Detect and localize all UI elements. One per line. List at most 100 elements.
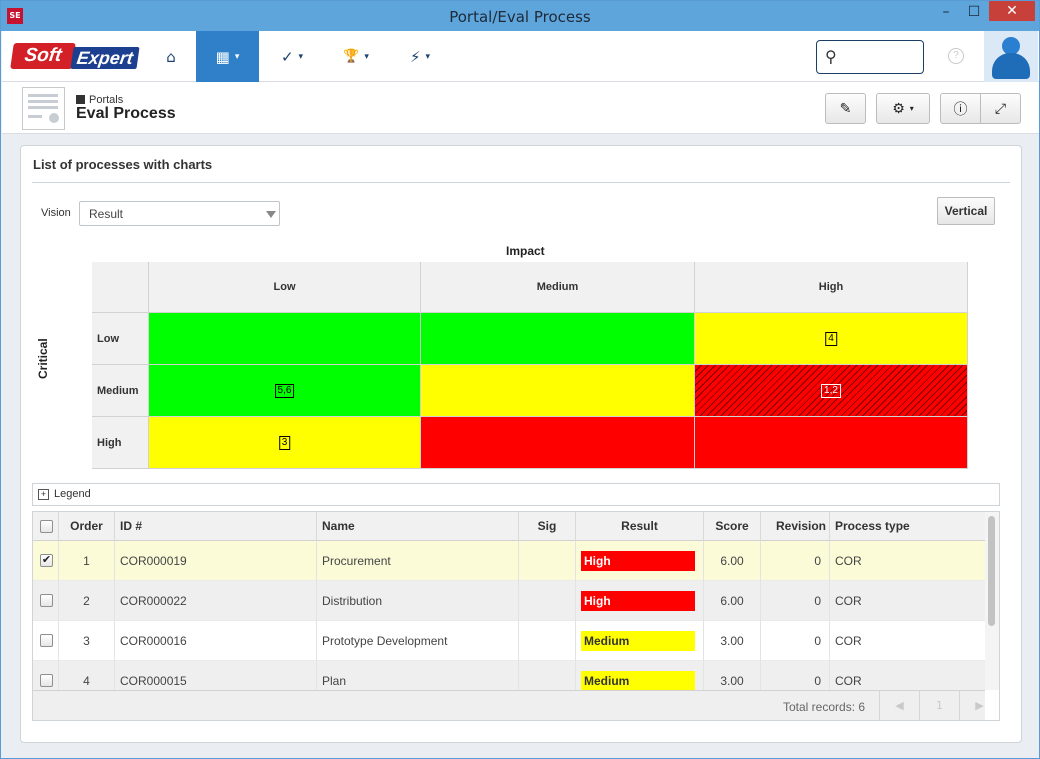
table-footer: Total records: 6 ◀ 1 ▶ [33,690,985,720]
cell-id: COR000015 [115,661,317,701]
matrix-cell[interactable] [421,417,695,469]
matrix-cell[interactable] [695,417,968,469]
col-name[interactable]: Name [317,512,519,541]
select-all-cell [33,512,59,541]
cell-id: COR000016 [115,621,317,661]
col-id[interactable]: ID # [115,512,317,541]
legend-label: Legend [54,488,91,500]
matrix-cell[interactable] [421,313,695,365]
table-row[interactable]: ✔ 1 COR000019 Procurement High 6.00 0 CO… [33,541,985,581]
matrix-row-low: Low [92,313,149,365]
matrix-cell-ids[interactable]: 1,2 [821,383,841,398]
divider [32,182,1010,183]
result-badge: Medium [581,631,695,651]
info-icon: ⓘ [953,101,968,118]
expand-icon: ⤢ [994,100,1007,117]
select-all-checkbox[interactable] [40,520,53,533]
vision-select[interactable]: Result [79,201,280,226]
table-row[interactable]: 3 COR000016 Prototype Development Medium… [33,621,985,661]
cell-revision: 0 [761,661,830,701]
matrix-cell[interactable] [421,365,695,417]
home-icon: ⌂ [166,47,176,66]
cell-id: COR000019 [115,541,317,581]
matrix-cell-ids[interactable]: 4 [825,331,837,346]
table-row[interactable]: 2 COR000022 Distribution High 6.00 0 COR [33,581,985,621]
expand-button[interactable]: ⤢ [980,93,1021,124]
matrix-cell-ids[interactable]: 5,6 [274,383,295,398]
quick-nav-button[interactable]: ⚡ ▾ [388,31,452,82]
search-icon: ⚲ [825,47,837,66]
tasks-nav-button[interactable]: ✓ ▾ [260,31,324,82]
legend-toggle[interactable]: + Legend [32,483,1000,506]
col-process-type[interactable]: Process type [835,519,910,533]
matrix-row-high: High [92,417,149,469]
cell-name: Distribution [317,581,519,621]
awards-nav-button[interactable]: 🏆 ▾ [324,31,388,82]
matrix-cell[interactable]: 4 [695,313,968,365]
dashboard-icon: ▦ [215,47,230,66]
chevron-down-icon: ▾ [298,51,304,62]
close-button[interactable]: ✕ [989,1,1035,21]
matrix-col-high: High [695,262,968,313]
portal-icon [76,95,85,104]
matrix-cell-ids[interactable]: 3 [278,435,291,450]
chevron-down-icon: ▾ [425,51,431,62]
cell-sig [519,621,576,661]
row-checkbox[interactable] [40,634,53,647]
home-nav-button[interactable]: ⌂ [147,31,195,82]
portal-nav-button[interactable]: ▦ ▾ [196,31,259,82]
process-table: Order ID # Name Sig Result Score Revisio… [32,511,1000,721]
breadcrumb-label: Portals [89,94,124,106]
cell-name: Plan [317,661,519,701]
panel-title: List of processes with charts [33,157,213,172]
help-icon[interactable]: ? [948,48,964,64]
matrix-cell[interactable] [149,313,421,365]
expand-plus-icon[interactable]: + [38,489,49,500]
col-sig[interactable]: Sig [519,512,576,541]
breadcrumb[interactable]: Portals [76,94,123,106]
cell-score: 6.00 [704,541,761,581]
vision-value: Result [89,207,124,221]
softexpert-logo[interactable]: Soft Expert [10,43,140,71]
maximize-button[interactable]: ☐ [967,4,981,20]
chevron-down-icon: ▾ [234,51,240,62]
matrix-cell[interactable]: 1,2 [695,365,968,417]
minimize-button[interactable]: – [942,4,950,20]
page-number[interactable]: 1 [919,691,959,720]
col-result[interactable]: Result [576,512,704,541]
matrix-cell[interactable]: 3 [149,417,421,469]
col-order[interactable]: Order [59,512,115,541]
search-input[interactable]: ⚲ [816,40,924,74]
cell-process-type: COR [835,554,862,568]
cell-revision: 0 [761,621,830,661]
checkmark-icon: ✓ [280,47,294,66]
next-page-button[interactable]: ▶ [959,691,999,720]
settings-button[interactable]: ⚙ ▾ [876,93,930,124]
avatar[interactable] [984,31,1038,82]
app-logo-icon: SE [7,8,23,24]
matrix-cell[interactable]: 5,6 [149,365,421,417]
cell-revision: 0 [761,581,830,621]
vision-label: Vision [41,207,71,219]
dropdown-arrow-icon [266,211,276,218]
col-revision[interactable]: Revision [761,512,830,541]
row-checkbox[interactable] [40,674,53,687]
prev-page-button[interactable]: ◀ [879,691,919,720]
info-button[interactable]: ⓘ [940,93,981,124]
matrix-col-medium: Medium [421,262,695,313]
cell-id: COR000022 [115,581,317,621]
cell-sig [519,541,576,581]
vertical-button[interactable]: Vertical [937,197,995,225]
chevron-down-icon: ▾ [364,51,369,62]
cell-order: 2 [59,581,115,621]
col-score[interactable]: Score [704,512,761,541]
row-checkbox[interactable]: ✔ [40,554,53,567]
edit-button[interactable]: ✎ [825,93,866,124]
scrollbar-thumb[interactable] [988,516,995,626]
cell-score: 3.00 [704,621,761,661]
matrix-row-medium: Medium [92,365,149,417]
cell-score: 6.00 [704,581,761,621]
row-checkbox[interactable] [40,594,53,607]
matrix-col-low: Low [149,262,421,313]
